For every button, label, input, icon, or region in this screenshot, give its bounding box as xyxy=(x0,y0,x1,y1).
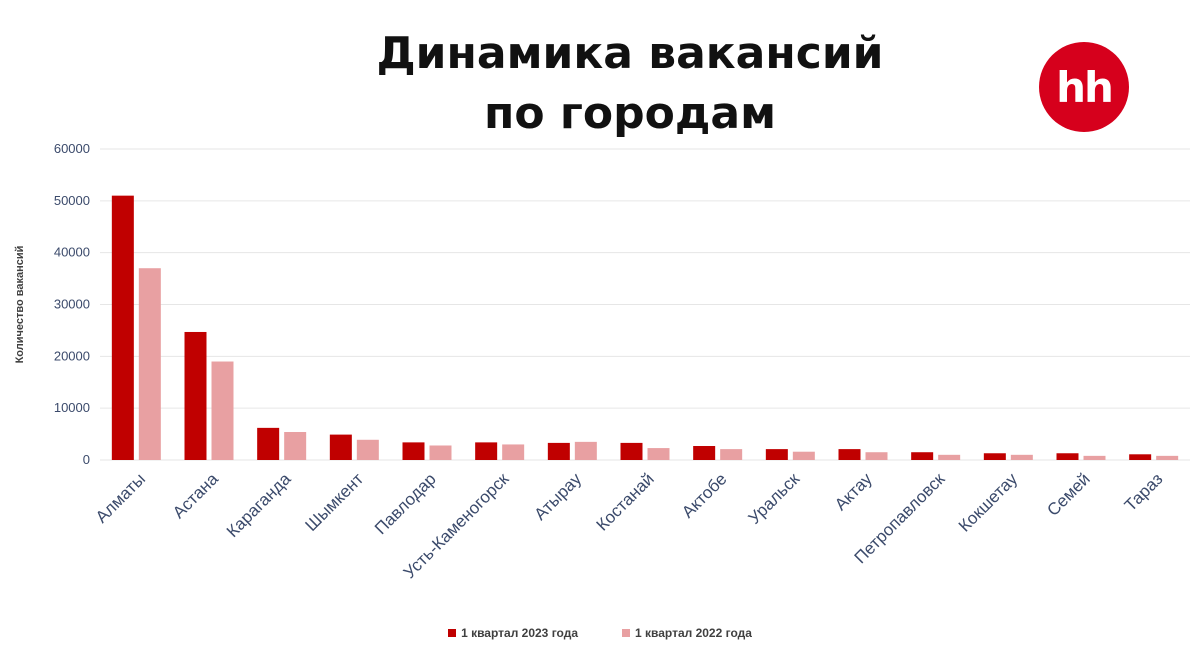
bar-2022 xyxy=(502,444,525,460)
bar-2022 xyxy=(138,268,161,460)
x-tick-label: Актау xyxy=(831,469,876,514)
bar-2023 xyxy=(402,442,425,460)
legend-label-2022: 1 квартал 2022 года xyxy=(635,626,752,640)
bar-2022 xyxy=(1083,455,1106,460)
bar-2023 xyxy=(765,449,788,460)
bar-2022 xyxy=(938,454,961,460)
bar-2022 xyxy=(284,432,307,460)
x-tick-label: Алматы xyxy=(92,469,149,526)
bar-2023 xyxy=(329,434,352,460)
legend: 1 квартал 2023 года 1 квартал 2022 года xyxy=(0,626,1200,640)
bar-2023 xyxy=(1056,453,1079,460)
bar-2023 xyxy=(983,453,1006,460)
bar-2022 xyxy=(647,448,670,460)
x-tick-label: Тараз xyxy=(1121,469,1167,515)
bar-2022 xyxy=(865,452,888,460)
legend-swatch-2023 xyxy=(448,629,457,637)
x-tick-label: Шымкент xyxy=(302,469,368,535)
bar-2023 xyxy=(1129,454,1152,460)
x-tick-label: Кокшетау xyxy=(955,469,1022,536)
title-line-1: Динамика вакансий xyxy=(376,28,884,79)
bar-2022 xyxy=(356,439,379,460)
y-tick-label: 0 xyxy=(83,452,90,467)
logo-text: hh xyxy=(1056,62,1114,112)
bar-2023 xyxy=(911,452,934,460)
bar-2023 xyxy=(111,195,134,460)
bar-2023 xyxy=(693,446,716,460)
hh-logo: hh xyxy=(1039,42,1129,132)
y-tick-label: 50000 xyxy=(54,193,90,208)
y-axis-title: Количество вакансий xyxy=(14,246,26,364)
x-tick-label: Караганда xyxy=(223,469,295,541)
bar-2023 xyxy=(620,442,643,460)
x-tick-label: Атырау xyxy=(531,469,586,524)
bar-2022 xyxy=(211,361,234,460)
legend-label-2023: 1 квартал 2023 года xyxy=(461,626,578,640)
x-tick-label: Астана xyxy=(169,469,222,522)
bar-2022 xyxy=(720,449,743,460)
bar-2023 xyxy=(475,442,498,460)
y-tick-label: 20000 xyxy=(54,348,90,363)
legend-item-2022: 1 квартал 2022 года xyxy=(622,626,752,640)
chart-title: Динамика вакансий по городам xyxy=(230,24,1030,144)
bar-2023 xyxy=(184,331,207,460)
legend-swatch-2022 xyxy=(622,629,630,637)
bar-2023 xyxy=(257,427,280,460)
bar-2023 xyxy=(838,449,861,460)
bar-2022 xyxy=(574,441,597,460)
x-tick-label: Костанай xyxy=(593,469,658,534)
legend-item-2023: 1 квартал 2023 года xyxy=(448,626,578,640)
x-tick-label: Актобе xyxy=(678,469,730,521)
bar-2022 xyxy=(792,451,815,460)
x-tick-label: Семей xyxy=(1043,469,1093,519)
y-tick-label: 60000 xyxy=(54,141,90,156)
y-tick-label: 40000 xyxy=(54,245,90,260)
x-tick-label: Павлодар xyxy=(371,469,440,538)
bar-2022 xyxy=(1010,454,1033,460)
bar-2022 xyxy=(429,445,452,460)
bar-chart: 0 10000 20000 30000 40000 50000 60000 Количеств… xyxy=(14,141,1190,582)
bar-2023 xyxy=(547,442,570,460)
x-tick-label: Уральск xyxy=(745,469,804,528)
y-tick-label: 30000 xyxy=(54,297,90,312)
title-line-2: по городам xyxy=(483,88,777,139)
bar-2022 xyxy=(1156,455,1179,460)
y-tick-label: 10000 xyxy=(54,400,90,415)
